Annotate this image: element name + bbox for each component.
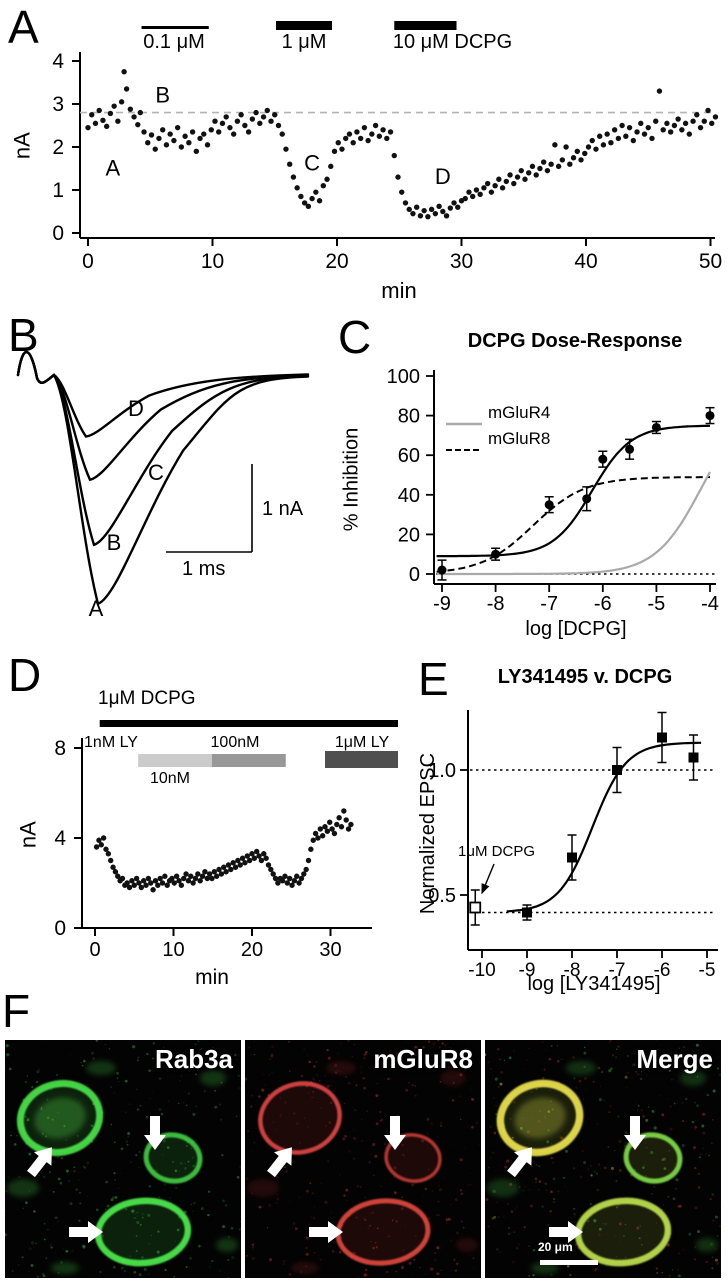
panel-d-timecourse-plot: 0 4 8 0 10 20 30 [54, 720, 399, 961]
micrograph-rab3a: Rab3a [5, 1040, 241, 1278]
micrograph-rab3a-image [5, 1040, 241, 1278]
svg-text:8: 8 [54, 737, 66, 760]
panel-letter-d: D [8, 649, 42, 701]
panel-e-x-axis-label: log [LY341495] [527, 973, 661, 995]
panel-letter-b: B [8, 309, 39, 361]
svg-text:3: 3 [52, 93, 64, 116]
panel-c-dose-response-plot: 0 20 40 60 80 100 -9 -8 -7 -6 -5 -4 [387, 366, 719, 615]
svg-text:-4: -4 [701, 593, 719, 615]
micrograph-mglur8: mGluR8 [245, 1040, 481, 1278]
svg-text:-5: -5 [699, 960, 716, 981]
panel-e-dose-response-plot: 0.5 1.0 -10 -9 -8 -7 -6 -5 [428, 710, 718, 981]
svg-text:40: 40 [398, 485, 420, 507]
svg-text:0: 0 [54, 917, 66, 940]
scalebar-label-1ms: 1 ms [182, 558, 226, 580]
svg-text:30: 30 [450, 250, 473, 273]
svg-text:-10: -10 [468, 960, 495, 981]
svg-text:4: 4 [54, 827, 66, 850]
panel-c-x-axis-label: log [DCPG] [525, 618, 627, 640]
svg-text:50: 50 [699, 250, 722, 273]
drug-bar-label-1um: 1 μM [281, 31, 327, 53]
svg-text:40: 40 [574, 250, 597, 273]
drug-bar-label-10um-dcpg: 10 μM DCPG [392, 31, 513, 53]
micrograph-merge-image [485, 1040, 721, 1278]
svg-text:1: 1 [52, 179, 64, 202]
svg-text:B: B [155, 82, 170, 107]
svg-text:100: 100 [387, 366, 420, 388]
legend-label-mglur8: mGluR8 [488, 429, 551, 448]
panel-e-title: LY341495 v. DCPG [497, 666, 673, 688]
panel-letter-a: A [8, 1, 39, 53]
micrograph-label-merge: Merge [636, 1044, 713, 1074]
svg-text:0: 0 [52, 222, 64, 245]
svg-text:4: 4 [52, 50, 64, 73]
panel-letter-c: C [338, 311, 372, 363]
svg-text:-9: -9 [519, 960, 536, 981]
micrograph-label-mglur8: mGluR8 [373, 1044, 473, 1074]
svg-text:-8: -8 [487, 593, 505, 615]
panel-e-y-axis-label: Normalized EPSC [417, 752, 439, 915]
svg-text:A: A [89, 596, 104, 621]
scalebar-label-1na: 1 nA [262, 498, 304, 520]
panel-letter-f: F [2, 985, 31, 1037]
svg-text:B: B [107, 530, 122, 555]
svg-text:20: 20 [325, 250, 348, 273]
svg-text:0: 0 [82, 250, 94, 273]
svg-text:60: 60 [398, 445, 420, 467]
panel-a-x-axis-label: min [381, 278, 417, 303]
ly-bar-label-1nm: 1nM LY [84, 734, 138, 751]
svg-text:0.5: 0.5 [428, 885, 456, 907]
panel-b-epsc-traces: A B C D [16, 350, 310, 621]
svg-text:A: A [106, 156, 121, 181]
svg-text:10: 10 [201, 250, 224, 273]
svg-text:0: 0 [89, 939, 100, 961]
svg-text:1.0: 1.0 [428, 760, 456, 782]
panel-d-y-axis-label: nA [15, 821, 41, 849]
svg-text:0: 0 [409, 564, 420, 586]
legend-label-mglur4: mGluR4 [488, 403, 551, 422]
svg-text:-9: -9 [433, 593, 451, 615]
svg-text:-7: -7 [540, 593, 558, 615]
svg-text:10: 10 [162, 939, 184, 961]
ly-bar-label-100nm: 100nM [210, 734, 260, 751]
svg-text:D: D [435, 164, 451, 189]
svg-text:-5: -5 [648, 593, 666, 615]
svg-text:20: 20 [241, 939, 263, 961]
svg-text:-6: -6 [594, 593, 612, 615]
micrograph-merge: Merge 20 μm [485, 1040, 721, 1278]
drug-bar-label-01um: 0.1 μM [143, 31, 205, 53]
panel-e-control-annotation: 1μM DCPG [458, 843, 535, 860]
micrograph-label-rab3a: Rab3a [154, 1044, 233, 1074]
svg-text:20: 20 [398, 524, 420, 546]
svg-text:C: C [304, 150, 320, 175]
ly-bar-label-10nm: 10nM [149, 770, 191, 787]
svg-text:-7: -7 [609, 960, 626, 981]
panel-a-y-axis-label: nA [9, 132, 35, 160]
panel-d-x-axis-label: min [195, 966, 229, 989]
svg-text:D: D [128, 396, 144, 421]
ly-bar-label-1um: 1μM LY [334, 734, 390, 751]
micrograph-mglur8-image [245, 1040, 481, 1278]
panel-c-y-axis-label: % Inhibition [340, 427, 363, 532]
svg-text:80: 80 [398, 406, 420, 428]
panel-letter-e: E [418, 653, 449, 705]
svg-text:-8: -8 [564, 960, 581, 981]
svg-text:30: 30 [319, 939, 341, 961]
svg-text:-6: -6 [654, 960, 671, 981]
svg-text:C: C [148, 460, 164, 485]
panel-c-title: DCPG Dose-Response [467, 330, 683, 352]
svg-text:2: 2 [52, 136, 64, 159]
panel-d-dcpg-bar-label: 1μM DCPG [98, 688, 196, 709]
scalebar-label-20um: 20 μm [538, 1240, 573, 1254]
